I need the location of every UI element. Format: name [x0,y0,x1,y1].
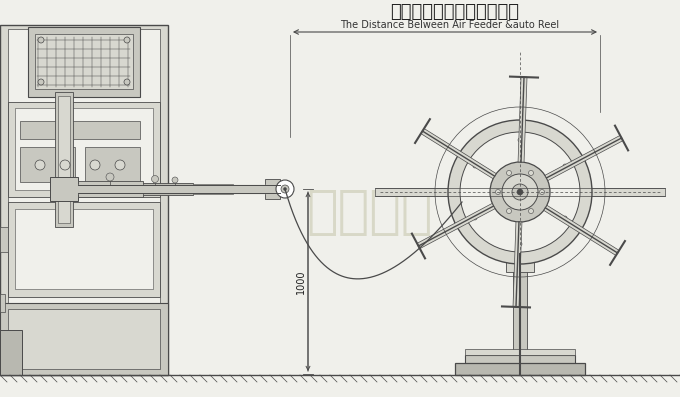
Circle shape [281,185,289,193]
Circle shape [518,138,522,142]
Bar [35,34,133,89]
Circle shape [517,189,523,195]
Bar [8,102,160,197]
Bar [465,355,575,375]
Bar [506,257,534,272]
Bar [28,27,140,97]
Circle shape [90,160,100,170]
Polygon shape [545,135,623,181]
Bar [15,209,153,289]
Bar [8,202,160,297]
Bar [0,330,22,375]
Bar [78,181,143,197]
Circle shape [563,164,567,168]
Bar [8,309,160,369]
Bar [85,147,140,182]
Bar [265,179,280,199]
Circle shape [38,37,44,43]
Circle shape [528,208,534,214]
Bar [50,177,78,201]
Polygon shape [544,205,619,256]
Circle shape [507,208,511,214]
Polygon shape [421,129,496,179]
Bar [55,92,73,227]
Circle shape [172,177,178,183]
Circle shape [124,37,130,43]
Circle shape [106,173,114,181]
Bar [20,147,75,182]
Bar [58,96,70,223]
Circle shape [473,216,477,220]
Bar [15,108,153,190]
Bar [8,29,160,369]
Bar [455,363,585,375]
Bar [233,185,268,193]
Circle shape [473,164,477,168]
Bar [502,248,538,260]
Circle shape [460,132,580,252]
Bar [465,349,575,355]
Circle shape [502,174,538,210]
Circle shape [152,175,158,183]
Bar [513,254,527,375]
Circle shape [496,189,500,195]
Bar [143,183,193,195]
Circle shape [60,160,70,170]
Circle shape [38,79,44,85]
Bar [0,303,168,375]
Circle shape [276,180,294,198]
Bar [20,121,140,139]
Circle shape [490,162,550,222]
Circle shape [448,120,592,264]
Bar [193,184,233,194]
Text: 送料機與材料架之間的距離: 送料機與材料架之間的距離 [390,3,520,21]
Circle shape [512,184,528,200]
Circle shape [284,187,286,191]
Bar [0,25,168,375]
Polygon shape [513,222,522,307]
Bar [0,227,8,252]
Circle shape [518,242,522,246]
Text: The Distance Belween Air Feeder &auto Reel: The Distance Belween Air Feeder &auto Re… [341,20,560,30]
Circle shape [563,216,567,220]
Bar [375,188,665,196]
Circle shape [115,160,125,170]
Circle shape [528,170,534,175]
Bar [0,294,5,312]
Polygon shape [417,203,495,249]
Circle shape [507,170,511,175]
Text: 晉志德机: 晉志德机 [307,186,433,238]
Polygon shape [518,77,527,162]
Text: 1000: 1000 [296,269,306,294]
Circle shape [124,79,130,85]
Circle shape [35,160,45,170]
Circle shape [539,189,545,195]
